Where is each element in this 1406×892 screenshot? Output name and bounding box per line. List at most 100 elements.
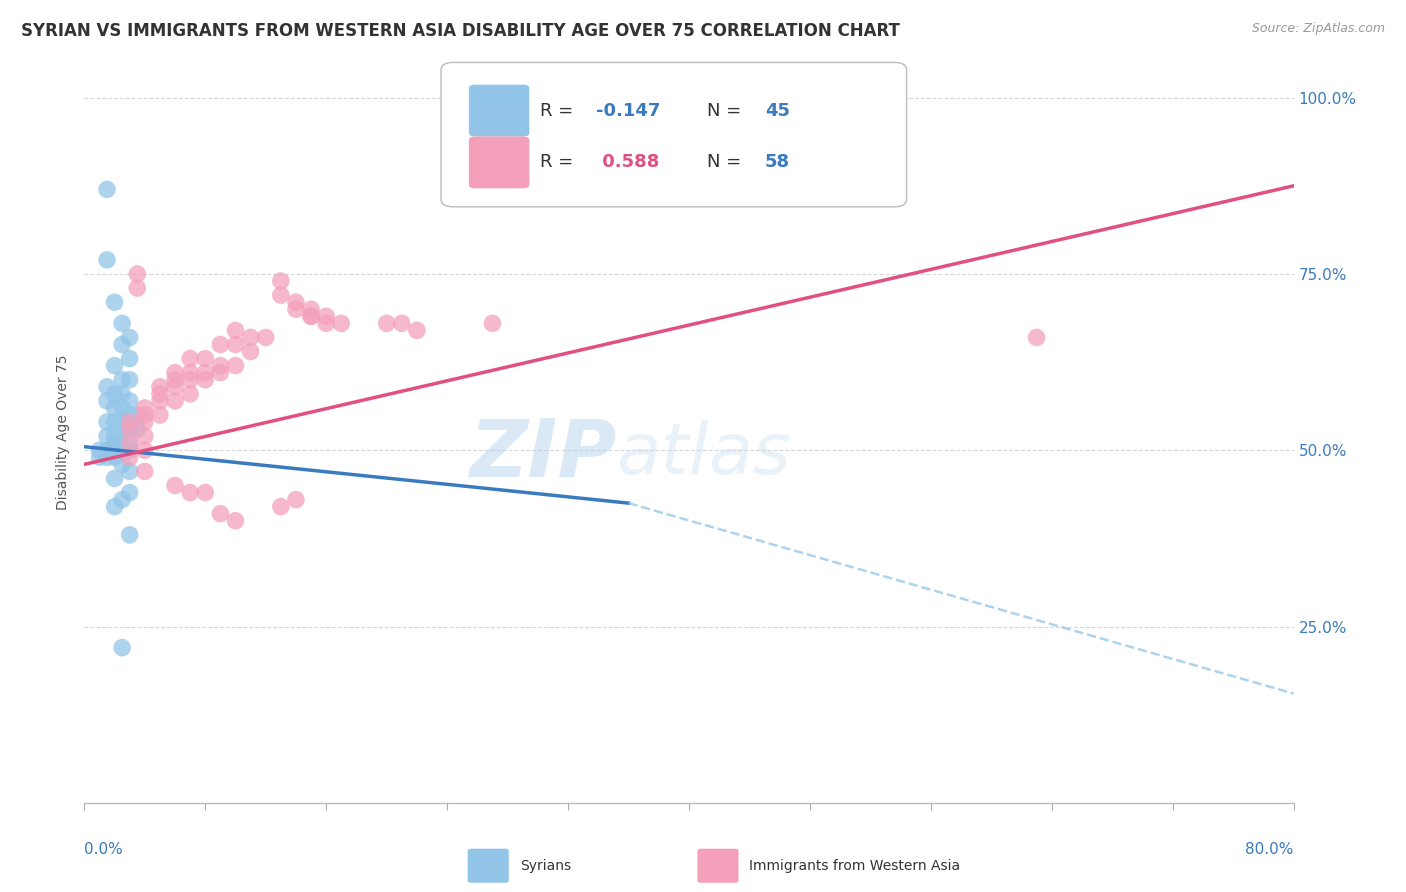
- Point: [285, 302, 308, 317]
- Point: [165, 380, 187, 394]
- Point: [165, 366, 187, 380]
- Point: [111, 443, 134, 458]
- Point: [179, 485, 201, 500]
- Point: [118, 408, 141, 422]
- Point: [225, 337, 247, 351]
- Point: [127, 281, 149, 295]
- Point: [111, 492, 134, 507]
- Point: [149, 387, 172, 401]
- Point: [1025, 330, 1047, 344]
- Text: R =: R =: [540, 153, 579, 171]
- Text: N =: N =: [707, 102, 747, 120]
- Point: [111, 373, 134, 387]
- Point: [134, 401, 156, 415]
- Text: 80.0%: 80.0%: [1246, 842, 1294, 856]
- Point: [89, 443, 111, 458]
- Point: [96, 252, 118, 267]
- Point: [134, 429, 156, 443]
- Point: [111, 337, 134, 351]
- Text: N =: N =: [707, 153, 747, 171]
- Point: [89, 450, 111, 465]
- Text: SYRIAN VS IMMIGRANTS FROM WESTERN ASIA DISABILITY AGE OVER 75 CORRELATION CHART: SYRIAN VS IMMIGRANTS FROM WESTERN ASIA D…: [21, 22, 900, 40]
- Point: [96, 450, 118, 465]
- Point: [104, 471, 127, 485]
- Point: [134, 408, 156, 422]
- Point: [111, 387, 134, 401]
- Point: [104, 500, 127, 514]
- Text: R =: R =: [540, 102, 579, 120]
- Point: [96, 429, 118, 443]
- Point: [299, 302, 322, 317]
- Point: [194, 366, 217, 380]
- Point: [179, 366, 201, 380]
- Point: [194, 351, 217, 366]
- Point: [194, 485, 217, 500]
- FancyBboxPatch shape: [441, 62, 907, 207]
- Point: [165, 373, 187, 387]
- Point: [96, 415, 118, 429]
- Point: [406, 323, 429, 337]
- Point: [209, 507, 232, 521]
- Point: [111, 415, 134, 429]
- Point: [96, 393, 118, 408]
- Text: Immigrants from Western Asia: Immigrants from Western Asia: [749, 859, 960, 872]
- Point: [225, 514, 247, 528]
- Point: [111, 429, 134, 443]
- Point: [194, 373, 217, 387]
- Text: 0.0%: 0.0%: [84, 842, 124, 856]
- Point: [118, 373, 141, 387]
- Point: [481, 316, 503, 330]
- Point: [118, 393, 141, 408]
- FancyBboxPatch shape: [468, 85, 529, 136]
- Point: [118, 351, 141, 366]
- Point: [299, 310, 322, 324]
- Point: [104, 450, 127, 465]
- Point: [118, 464, 141, 478]
- Text: ZIP: ZIP: [470, 416, 616, 494]
- Point: [104, 436, 127, 450]
- Point: [165, 393, 187, 408]
- Point: [225, 323, 247, 337]
- Text: 45: 45: [765, 102, 790, 120]
- Point: [96, 443, 118, 458]
- Point: [315, 316, 337, 330]
- Point: [104, 415, 127, 429]
- Point: [149, 408, 172, 422]
- Point: [330, 316, 353, 330]
- Point: [270, 288, 292, 302]
- FancyBboxPatch shape: [697, 848, 738, 883]
- Point: [111, 640, 134, 655]
- FancyBboxPatch shape: [468, 848, 509, 883]
- Point: [270, 274, 292, 288]
- Y-axis label: Disability Age Over 75: Disability Age Over 75: [56, 355, 70, 510]
- Point: [209, 337, 232, 351]
- Point: [299, 310, 322, 324]
- Point: [270, 500, 292, 514]
- Point: [118, 436, 141, 450]
- Point: [118, 330, 141, 344]
- Text: 58: 58: [765, 153, 790, 171]
- Point: [239, 330, 262, 344]
- Point: [118, 422, 141, 436]
- Point: [179, 387, 201, 401]
- Point: [375, 316, 398, 330]
- Point: [118, 450, 141, 465]
- Point: [149, 393, 172, 408]
- Point: [285, 492, 308, 507]
- Point: [134, 464, 156, 478]
- Point: [104, 443, 127, 458]
- Point: [118, 528, 141, 542]
- Point: [118, 436, 141, 450]
- Point: [254, 330, 277, 344]
- Point: [111, 458, 134, 472]
- Point: [239, 344, 262, 359]
- Point: [127, 267, 149, 281]
- Point: [315, 310, 337, 324]
- Text: Source: ZipAtlas.com: Source: ZipAtlas.com: [1251, 22, 1385, 36]
- Point: [111, 316, 134, 330]
- Point: [118, 415, 141, 429]
- Point: [127, 408, 149, 422]
- Point: [391, 316, 413, 330]
- Text: 0.588: 0.588: [596, 153, 659, 171]
- Text: -0.147: -0.147: [596, 102, 661, 120]
